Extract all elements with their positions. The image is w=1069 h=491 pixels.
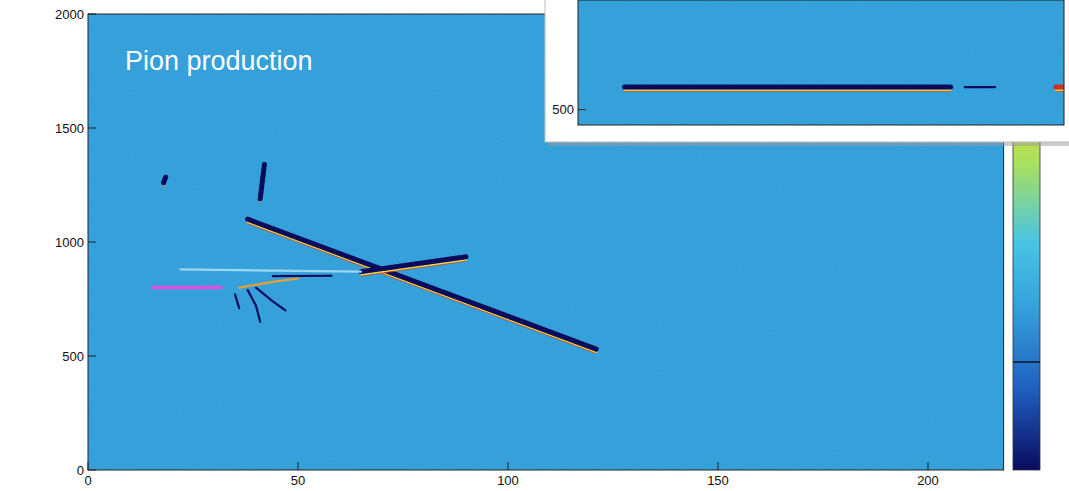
track [235,294,239,308]
x-tick-label: 0 [84,473,91,488]
y-tick-label: 500 [62,349,84,364]
inset-panel [545,0,1069,146]
track-edge [248,224,597,354]
track [164,177,166,183]
tracks [151,164,596,353]
figure: 0501001502000500100015002000Pion product… [0,0,1069,491]
track [248,219,597,349]
chart-1: 500 [552,0,1064,125]
track [239,278,298,287]
tracks [625,87,1064,91]
track [1056,85,1064,90]
track [965,86,995,88]
inset-shadow [548,0,1069,146]
y-tick-label: 1500 [55,121,84,136]
plot-frame [578,0,1064,125]
noise [578,0,1064,125]
track [248,290,261,322]
track-edge [248,222,597,352]
y-tick-label: 2000 [55,7,84,22]
colorbar-line [1013,361,1040,362]
x-tick-label: 150 [707,473,729,488]
track-edge [625,91,951,92]
x-tick [298,462,299,470]
track [625,85,951,90]
track-edge [1056,91,1064,92]
y-tick [578,109,586,110]
x-tick-label: 50 [291,473,305,488]
x-tick-label: 100 [497,473,519,488]
inset-background [545,0,1069,142]
y-tick [88,356,96,357]
track [180,269,361,271]
track [256,288,285,311]
track [361,257,466,272]
y-tick-label: 500 [552,102,574,117]
y-tick [88,14,96,15]
x-tick [928,462,929,470]
track-edge [1056,89,1064,91]
y-tick-label: 1000 [55,235,84,250]
y-tick [88,242,96,243]
y-tick-label: 0 [77,463,84,478]
x-tick [88,462,89,470]
title: Pion production [125,46,313,76]
track [273,275,332,278]
x-tick-label: 200 [917,473,939,488]
track [260,164,264,198]
plot-background [578,0,1064,125]
y-tick [88,128,96,129]
track-edge [625,89,951,91]
y-tick [88,470,96,471]
x-tick [508,462,509,470]
track [151,286,222,290]
x-tick [718,462,719,470]
